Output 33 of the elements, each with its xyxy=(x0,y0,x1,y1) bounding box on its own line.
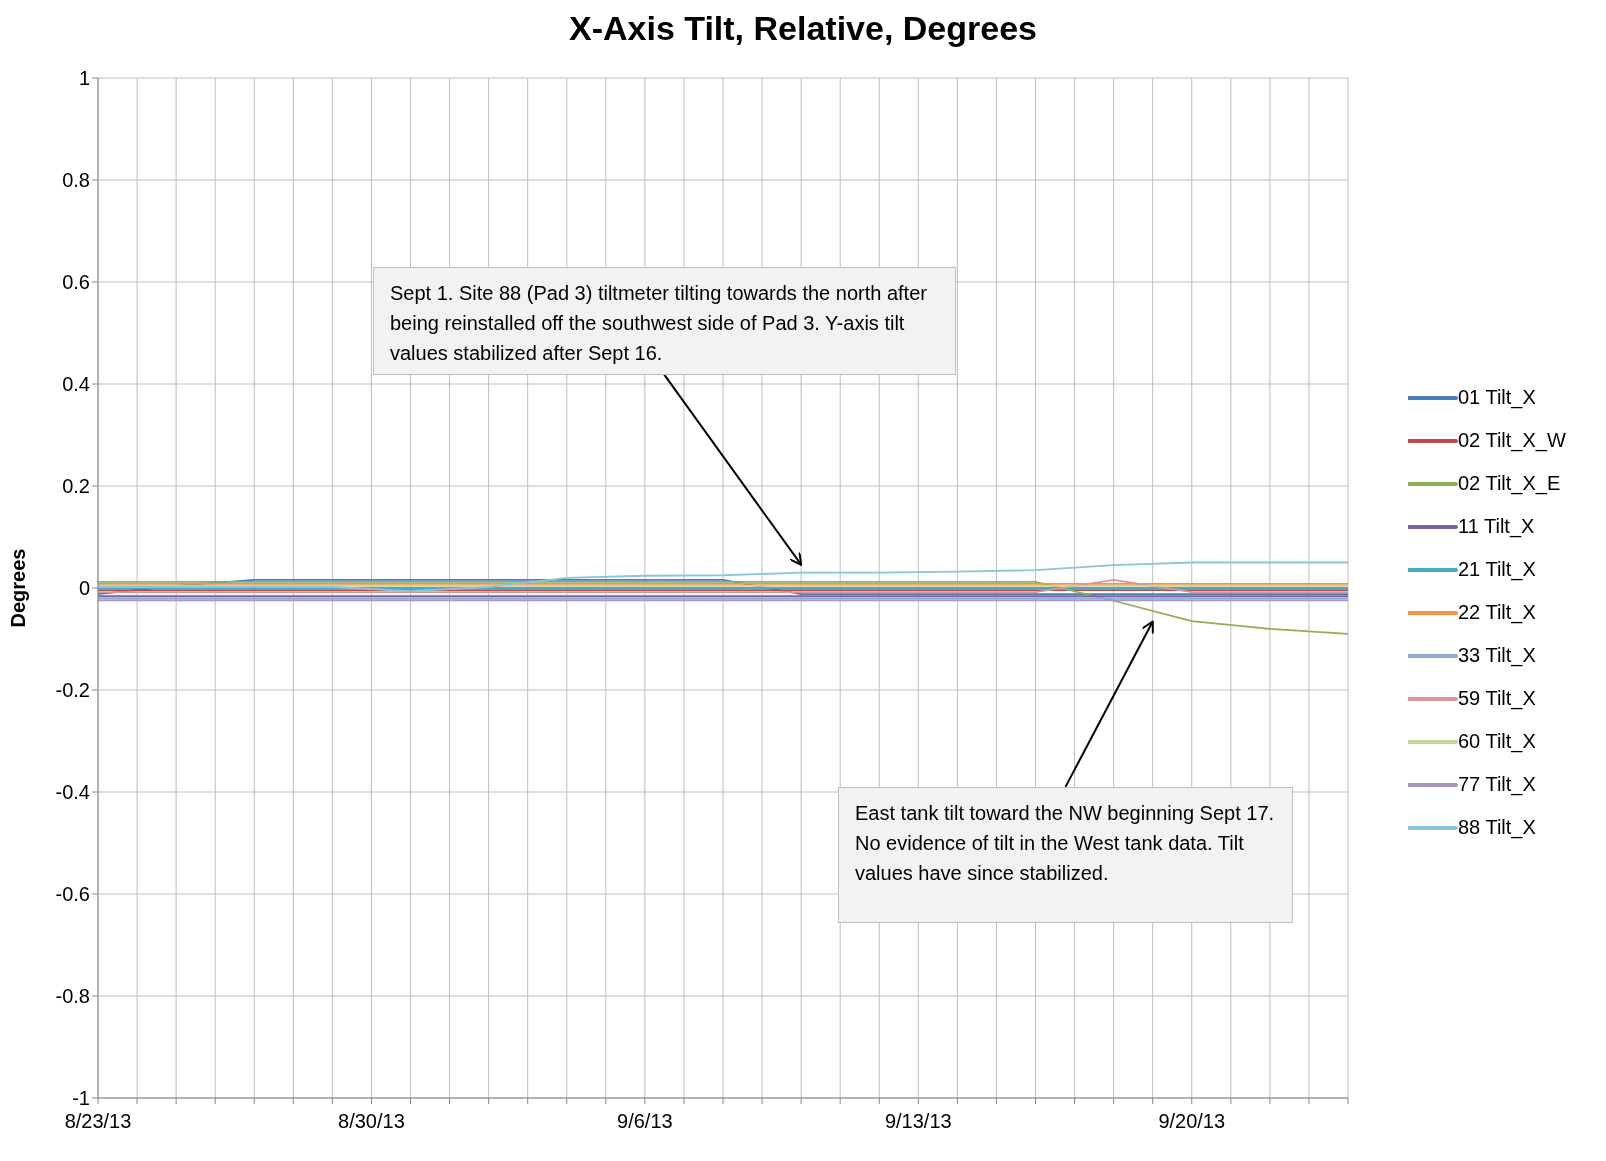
legend-label: 59 Tilt_X xyxy=(1458,687,1536,710)
x-tick-label: 9/13/13 xyxy=(884,1110,952,1133)
legend-label: 60 Tilt_X xyxy=(1458,730,1536,753)
y-tick-label: -1 xyxy=(72,1087,90,1110)
legend-label: 02 Tilt_X_W xyxy=(1458,429,1566,452)
line-series xyxy=(98,580,1348,635)
y-tick-label: 0.8 xyxy=(62,169,90,192)
legend-label: 02 Tilt_X_E xyxy=(1458,472,1561,495)
y-tick-label: 1 xyxy=(78,67,90,90)
legend-label: 33 Tilt_X xyxy=(1458,644,1536,667)
y-tick-label: 0.4 xyxy=(62,373,90,396)
legend-label: 22 Tilt_X xyxy=(1458,601,1536,624)
y-tick-label: 0 xyxy=(78,577,90,600)
y-tick-label: -0.8 xyxy=(55,985,90,1008)
y-tick-label: -0.2 xyxy=(55,679,90,702)
legend-label: 01 Tilt_X xyxy=(1458,386,1536,409)
y-tick-label: -0.6 xyxy=(55,883,90,906)
y-tick-label: 0.2 xyxy=(62,475,90,498)
note-box: East tank tilt toward the NW beginning Sept 17. No evidence of tilt in the West tank data. Tilt values have since stabilized. xyxy=(838,786,1293,923)
x-tick-label: 8/30/13 xyxy=(338,1110,405,1133)
legend-label: 11 Tilt_X xyxy=(1458,515,1535,538)
x-tick-label: 8/23/13 xyxy=(64,1110,132,1133)
x-tick-label: 9/20/13 xyxy=(1158,1110,1226,1133)
line-series xyxy=(98,561,1348,592)
legend-label: 88 Tilt_X xyxy=(1458,816,1536,839)
legend-label: 77 Tilt_X xyxy=(1458,773,1536,796)
legend-label: 21 Tilt_X xyxy=(1458,558,1536,581)
y-axis-title: Degrees xyxy=(7,548,30,628)
y-tick-label: 0.6 xyxy=(62,271,90,294)
x-tick-label: 9/6/13 xyxy=(617,1110,673,1133)
chart-title: X-Axis Tilt, Relative, Degrees xyxy=(568,8,1038,49)
y-tick-label: -0.4 xyxy=(55,781,90,804)
note-box: Sept 1. Site 88 (Pad 3) tiltmeter tilting towards the north after being reinstalled off the southwest side of Pad 3. Y-axis tilt values stabilized after Sept 16. xyxy=(373,266,956,375)
